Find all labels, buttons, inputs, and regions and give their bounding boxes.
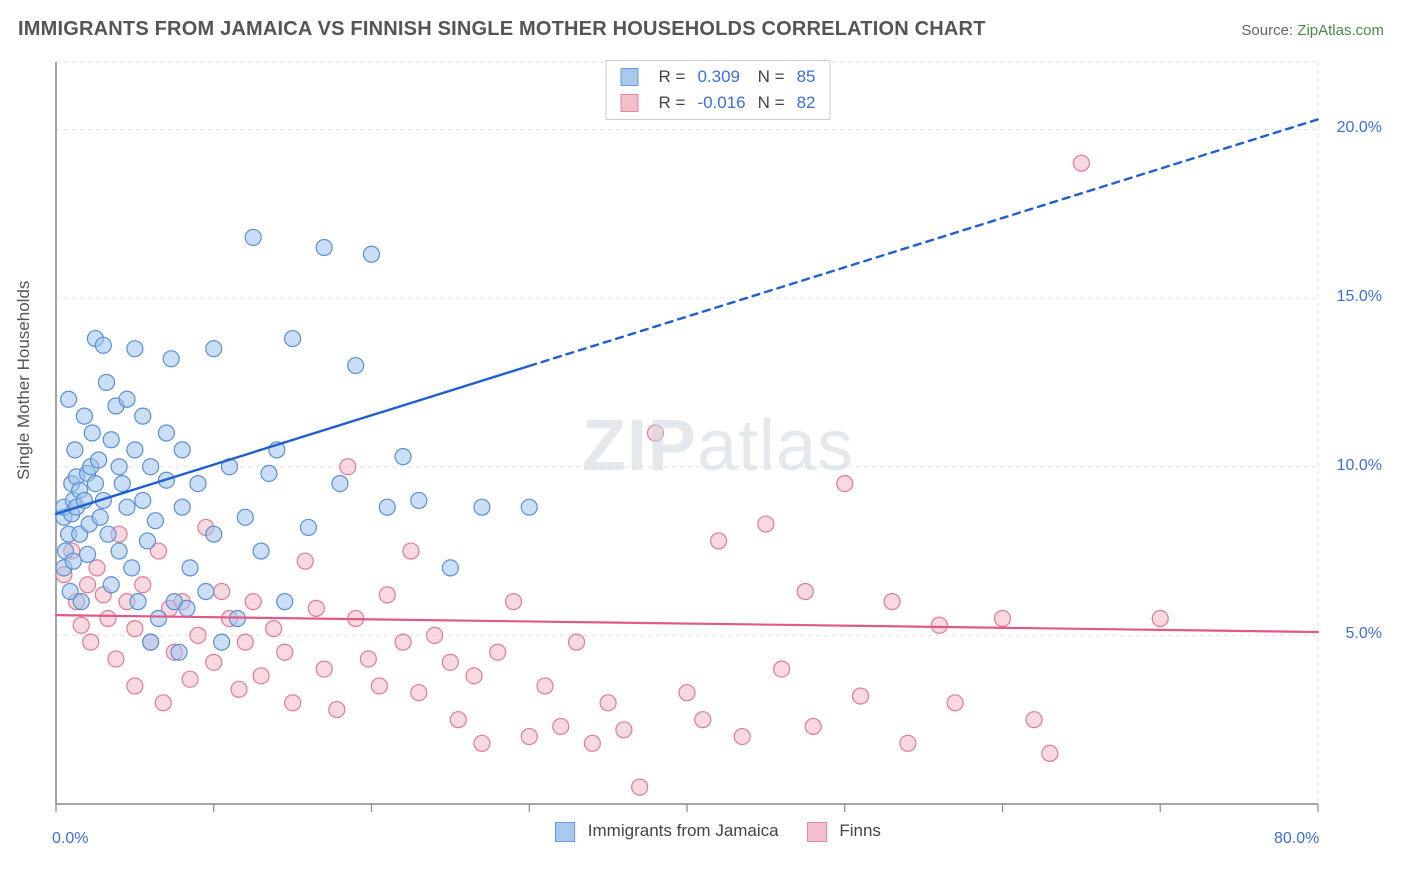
- y-tick-label: 20.0%: [1337, 119, 1382, 137]
- stats-R-label-1: R =: [659, 67, 686, 87]
- legend-swatch-series2: [807, 822, 827, 842]
- y-tick-label: 5.0%: [1346, 625, 1382, 643]
- stats-N-label-2: N =: [758, 93, 785, 113]
- stats-R-label-2: R =: [659, 93, 686, 113]
- stats-swatch-series2: [621, 94, 639, 112]
- stats-swatch-series1: [621, 68, 639, 86]
- chart-title: IMMIGRANTS FROM JAMAICA VS FINNISH SINGL…: [18, 18, 986, 41]
- legend-label-series2: Finns: [839, 821, 881, 840]
- scatter-svg: [48, 56, 1388, 844]
- y-axis-label: Single Mother Households: [14, 281, 34, 480]
- source-attribution: Source: ZipAtlas.com: [1241, 22, 1384, 39]
- legend-item-series2: Finns: [807, 821, 881, 842]
- source-label: Source:: [1241, 22, 1293, 39]
- x-tick-label: 80.0%: [1274, 830, 1319, 848]
- stats-R-value-2: -0.016: [697, 93, 745, 113]
- legend-bottom: Immigrants from Jamaica Finns: [555, 821, 881, 842]
- plot-area: ZIPatlas R = 0.309 N = 85 R = -0.016 N =…: [48, 56, 1388, 844]
- x-tick-label: 0.0%: [52, 830, 88, 848]
- stats-N-value-1: 85: [797, 67, 816, 87]
- stats-R-value-1: 0.309: [697, 67, 745, 87]
- stats-N-label-1: N =: [758, 67, 785, 87]
- stats-N-value-2: 82: [797, 93, 816, 113]
- legend-label-series1: Immigrants from Jamaica: [588, 821, 779, 840]
- y-tick-label: 15.0%: [1337, 288, 1382, 306]
- stats-legend-box: R = 0.309 N = 85 R = -0.016 N = 82: [606, 60, 831, 120]
- legend-swatch-series1: [555, 822, 575, 842]
- y-tick-label: 10.0%: [1337, 457, 1382, 475]
- source-site[interactable]: ZipAtlas.com: [1297, 22, 1384, 39]
- legend-item-series1: Immigrants from Jamaica: [555, 821, 779, 842]
